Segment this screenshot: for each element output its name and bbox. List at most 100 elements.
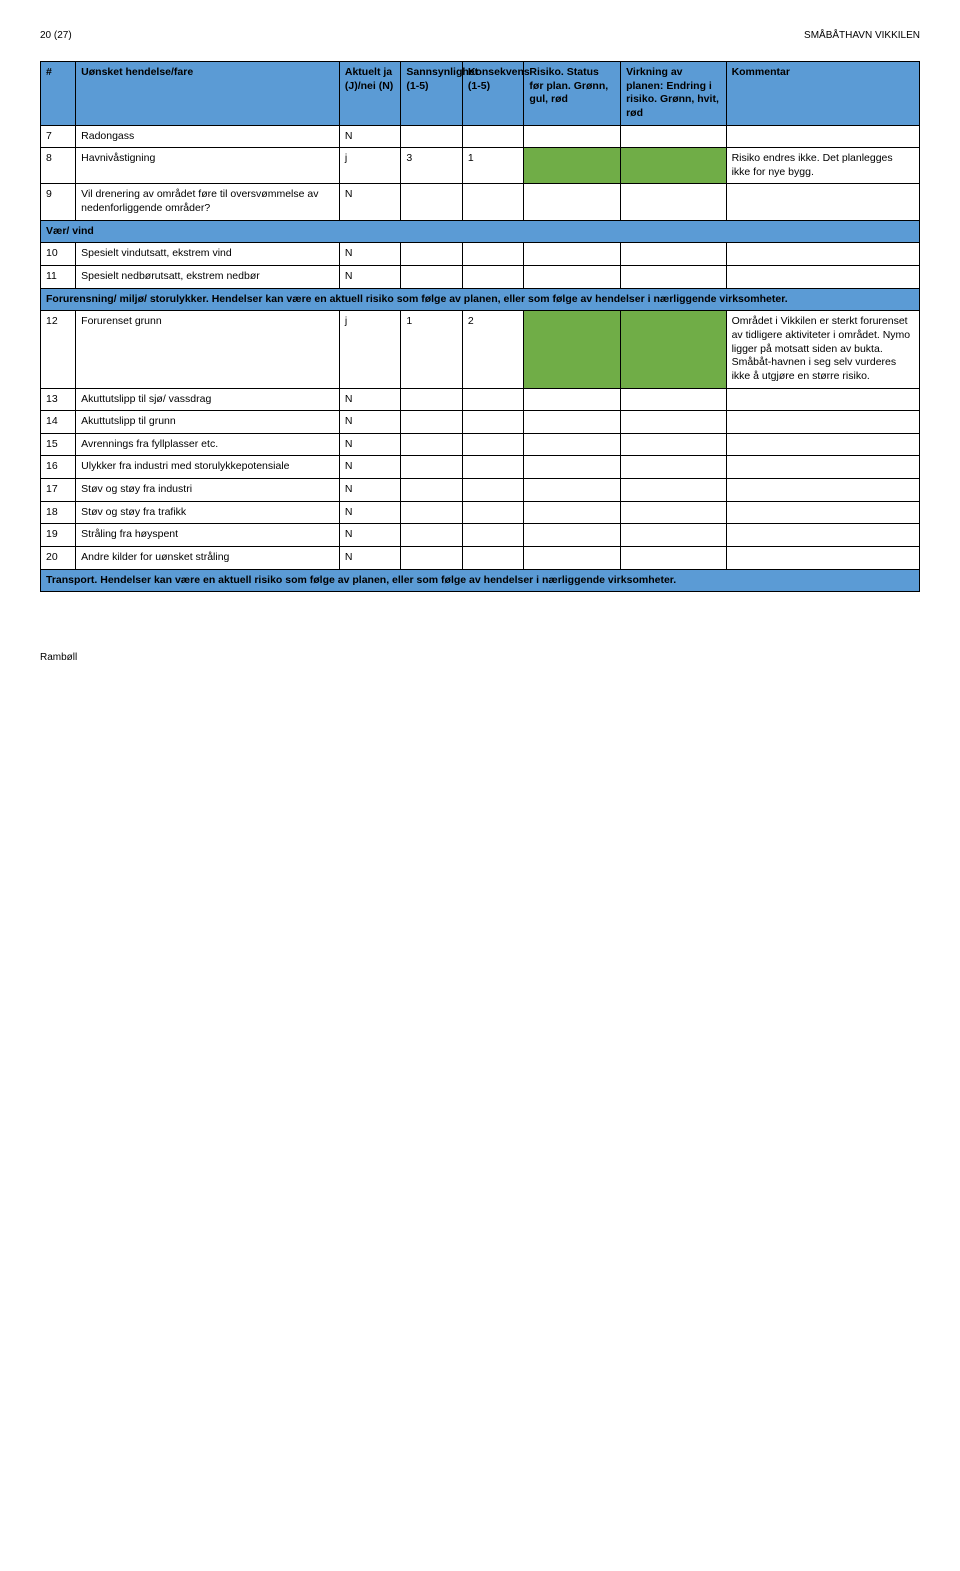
cell-komm (726, 266, 919, 289)
cell-sann: 1 (401, 311, 463, 388)
cell-num: 16 (41, 456, 76, 479)
cell-aktu: N (339, 456, 401, 479)
table-row: 18Støv og støy fra trafikkN (41, 501, 920, 524)
table-row: 8Havnivåstigningj31Risiko endres ikke. D… (41, 148, 920, 184)
cell-risk (524, 501, 621, 524)
cell-kons: 1 (462, 148, 524, 184)
cell-aktu: N (339, 266, 401, 289)
section-label: Transport. Hendelser kan være en aktuell… (41, 569, 920, 592)
cell-risk (524, 243, 621, 266)
cell-virk (621, 266, 726, 289)
cell-num: 14 (41, 411, 76, 434)
cell-sann (401, 501, 463, 524)
cell-num: 13 (41, 388, 76, 411)
cell-num: 19 (41, 524, 76, 547)
cell-komm: Området i Vikkilen er sterkt forurenset … (726, 311, 919, 388)
cell-num: 11 (41, 266, 76, 289)
cell-virk (621, 388, 726, 411)
section-row: Forurensning/ miljø/ storulykker. Hendel… (41, 288, 920, 311)
cell-event: Støv og støy fra industri (76, 479, 340, 502)
cell-sann (401, 547, 463, 570)
cell-kons (462, 479, 524, 502)
doc-title: SMÅBÅTHAVN VIKKILEN (804, 30, 920, 41)
cell-virk (621, 479, 726, 502)
cell-aktu: N (339, 125, 401, 148)
cell-num: 12 (41, 311, 76, 388)
cell-virk (621, 411, 726, 434)
page-header: 20 (27) SMÅBÅTHAVN VIKKILEN (40, 30, 920, 41)
table-row: 14Akuttutslipp til grunnN (41, 411, 920, 434)
section-label: Forurensning/ miljø/ storulykker. Hendel… (41, 288, 920, 311)
cell-event: Spesielt vindutsatt, ekstrem vind (76, 243, 340, 266)
page-footer: Rambøll (40, 652, 920, 663)
table-row: 12Forurenset grunnj12Området i Vikkilen … (41, 311, 920, 388)
cell-virk (621, 501, 726, 524)
cell-kons: 2 (462, 311, 524, 388)
cell-komm: Risiko endres ikke. Det planlegges ikke … (726, 148, 919, 184)
cell-sann (401, 456, 463, 479)
cell-event: Vil drenering av området føre til oversv… (76, 184, 340, 220)
cell-kons (462, 456, 524, 479)
cell-kons (462, 243, 524, 266)
cell-event: Forurenset grunn (76, 311, 340, 388)
cell-event: Støv og støy fra trafikk (76, 501, 340, 524)
cell-sann (401, 184, 463, 220)
cell-num: 20 (41, 547, 76, 570)
cell-event: Akuttutslipp til grunn (76, 411, 340, 434)
cell-virk (621, 433, 726, 456)
cell-kons (462, 433, 524, 456)
col-risk: Risiko. Status før plan. Grønn, gul, rød (524, 62, 621, 126)
cell-risk (524, 125, 621, 148)
cell-risk (524, 456, 621, 479)
cell-aktu: N (339, 501, 401, 524)
page-number: 20 (27) (40, 30, 72, 41)
cell-risk (524, 388, 621, 411)
cell-event: Ulykker fra industri med storulykkepoten… (76, 456, 340, 479)
cell-komm (726, 479, 919, 502)
cell-kons (462, 524, 524, 547)
cell-aktu: N (339, 524, 401, 547)
cell-event: Havnivåstigning (76, 148, 340, 184)
cell-aktu: N (339, 411, 401, 434)
table-header-row: # Uønsket hendelse/fare Aktuelt ja (J)/n… (41, 62, 920, 126)
cell-num: 9 (41, 184, 76, 220)
cell-komm (726, 456, 919, 479)
cell-sann (401, 433, 463, 456)
cell-risk (524, 184, 621, 220)
col-virk: Virkning av planen: Endring i risiko. Gr… (621, 62, 726, 126)
col-komm: Kommentar (726, 62, 919, 126)
cell-komm (726, 547, 919, 570)
cell-virk (621, 148, 726, 184)
table-row: 17Støv og støy fra industriN (41, 479, 920, 502)
cell-event: Akuttutslipp til sjø/ vassdrag (76, 388, 340, 411)
cell-kons (462, 266, 524, 289)
section-label: Vær/ vind (41, 220, 920, 243)
cell-event: Andre kilder for uønsket stråling (76, 547, 340, 570)
cell-risk (524, 311, 621, 388)
cell-kons (462, 388, 524, 411)
cell-risk (524, 411, 621, 434)
cell-risk (524, 266, 621, 289)
cell-aktu: N (339, 388, 401, 411)
cell-num: 15 (41, 433, 76, 456)
cell-sann (401, 411, 463, 434)
table-row: 9Vil drenering av området føre til overs… (41, 184, 920, 220)
cell-virk (621, 456, 726, 479)
col-aktu: Aktuelt ja (J)/nei (N) (339, 62, 401, 126)
cell-sann: 3 (401, 148, 463, 184)
cell-komm (726, 433, 919, 456)
cell-virk (621, 524, 726, 547)
cell-kons (462, 547, 524, 570)
cell-aktu: j (339, 311, 401, 388)
cell-risk (524, 479, 621, 502)
cell-komm (726, 501, 919, 524)
cell-num: 10 (41, 243, 76, 266)
col-kons: Konsekvens (1-5) (462, 62, 524, 126)
cell-aktu: N (339, 433, 401, 456)
cell-event: Radongass (76, 125, 340, 148)
cell-virk (621, 243, 726, 266)
cell-virk (621, 547, 726, 570)
table-row: 20Andre kilder for uønsket strålingN (41, 547, 920, 570)
cell-risk (524, 524, 621, 547)
cell-aktu: N (339, 184, 401, 220)
